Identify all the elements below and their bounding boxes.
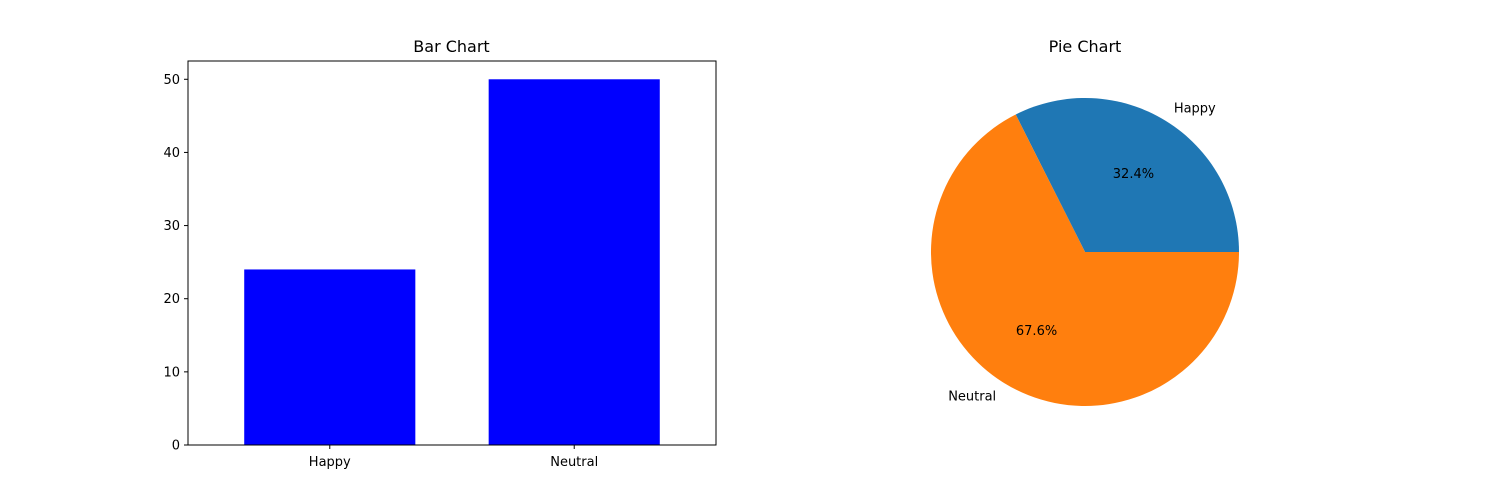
bar-x-axis: Happy Neutral	[309, 445, 598, 470]
x-tick-label: Happy	[309, 455, 351, 470]
pie-label: Happy	[1174, 101, 1216, 116]
pie-slice-happy	[1015, 98, 1239, 252]
y-tick-label: 50	[163, 73, 180, 88]
pie-chart: Pie Chart Happy 32.4% Neutral 67.6%	[931, 37, 1239, 406]
pie-percent-label: 67.6%	[1016, 324, 1057, 339]
bar-marks	[244, 79, 660, 446]
bar-happy	[244, 269, 416, 445]
x-tick-label: Neutral	[550, 455, 598, 470]
pie-marks: Happy 32.4% Neutral 67.6%	[931, 98, 1239, 406]
bar-chart: Bar Chart 0 10 20 30 40 50 Happy Neutral	[163, 37, 717, 470]
pie-slice-neutral	[931, 114, 1239, 406]
bar-neutral	[488, 79, 660, 446]
y-tick-label: 40	[163, 146, 180, 161]
y-tick-label: 20	[163, 292, 180, 307]
y-tick-label: 0	[172, 439, 180, 454]
pie-label: Neutral	[948, 390, 996, 405]
bar-y-axis: 0 10 20 30 40 50	[163, 73, 188, 454]
bar-chart-frame	[187, 60, 717, 446]
bar-chart-title: Bar Chart	[413, 37, 489, 56]
pie-percent-label: 32.4%	[1113, 167, 1154, 182]
pie-chart-title: Pie Chart	[1049, 37, 1122, 56]
y-tick-label: 30	[163, 219, 180, 234]
y-tick-label: 10	[163, 365, 180, 380]
